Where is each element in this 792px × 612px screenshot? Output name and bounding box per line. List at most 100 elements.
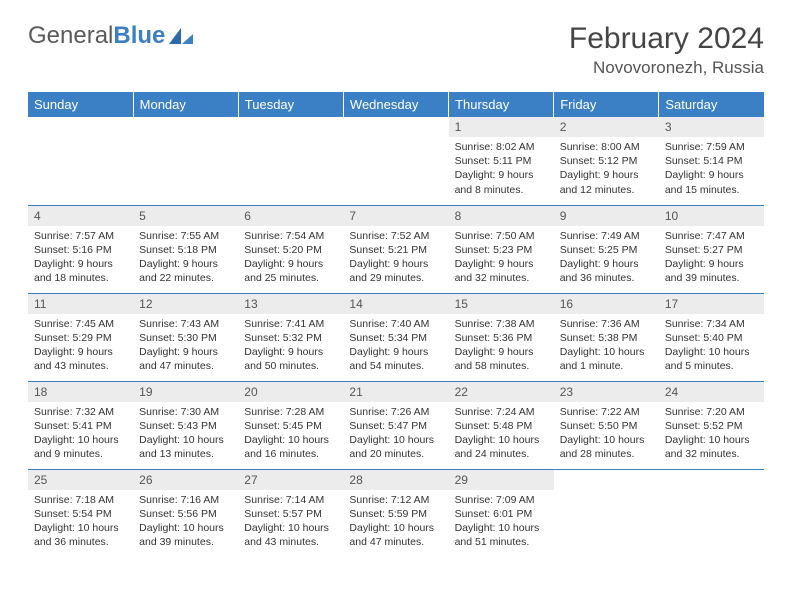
sunrise-line: Sunrise: 7:09 AM [455,493,548,507]
calendar-cell: 3Sunrise: 7:59 AMSunset: 5:14 PMDaylight… [659,117,764,205]
day-details: Sunrise: 7:28 AMSunset: 5:45 PMDaylight:… [238,402,343,466]
day-details: Sunrise: 7:22 AMSunset: 5:50 PMDaylight:… [554,402,659,466]
day-details: Sunrise: 7:16 AMSunset: 5:56 PMDaylight:… [133,490,238,554]
day-number: 17 [659,294,764,314]
calendar-cell: 29Sunrise: 7:09 AMSunset: 6:01 PMDayligh… [449,469,554,557]
day-number: 3 [659,117,764,137]
sunrise-line: Sunrise: 7:22 AM [560,405,653,419]
calendar-cell [133,117,238,205]
day-details: Sunrise: 7:52 AMSunset: 5:21 PMDaylight:… [343,226,448,290]
calendar-cell: 11Sunrise: 7:45 AMSunset: 5:29 PMDayligh… [28,293,133,381]
sunrise-line: Sunrise: 8:02 AM [455,140,548,154]
sunset-line: Sunset: 5:45 PM [244,419,337,433]
day-details: Sunrise: 7:38 AMSunset: 5:36 PMDaylight:… [449,314,554,378]
sunrise-line: Sunrise: 7:18 AM [34,493,127,507]
daylight-line: Daylight: 10 hours and 43 minutes. [244,521,337,549]
calendar-cell: 6Sunrise: 7:54 AMSunset: 5:20 PMDaylight… [238,205,343,293]
sunset-line: Sunset: 5:38 PM [560,331,653,345]
sunrise-line: Sunrise: 7:28 AM [244,405,337,419]
calendar-cell: 16Sunrise: 7:36 AMSunset: 5:38 PMDayligh… [554,293,659,381]
day-number: 29 [449,470,554,490]
day-details: Sunrise: 7:18 AMSunset: 5:54 PMDaylight:… [28,490,133,554]
day-number: 15 [449,294,554,314]
sunset-line: Sunset: 5:14 PM [665,154,758,168]
sunrise-line: Sunrise: 7:49 AM [560,229,653,243]
calendar-cell: 5 Sunrise: 7:55 AMSunset: 5:18 PMDaylight… [133,205,238,293]
calendar-cell: 7Sunrise: 7:52 AMSunset: 5:21 PMDaylight… [343,205,448,293]
sunrise-line: Sunrise: 7:59 AM [665,140,758,154]
day-details: Sunrise: 7:20 AMSunset: 5:52 PMDaylight:… [659,402,764,466]
sunset-line: Sunset: 5:12 PM [560,154,653,168]
sunrise-line: Sunrise: 7:47 AM [665,229,758,243]
daylight-line: Daylight: 10 hours and 39 minutes. [139,521,232,549]
calendar-cell [659,469,764,557]
sunrise-line: Sunrise: 7:57 AM [34,229,127,243]
sunset-line: Sunset: 6:01 PM [455,507,548,521]
daylight-line: Daylight: 9 hours and 47 minutes. [139,345,232,373]
day-number: 7 [343,206,448,226]
sunrise-line: Sunrise: 7:36 AM [560,317,653,331]
calendar-cell: 22Sunrise: 7:24 AMSunset: 5:48 PMDayligh… [449,381,554,469]
day-number: 9 [554,206,659,226]
sunset-line: Sunset: 5:40 PM [665,331,758,345]
sunrise-line: Sunrise: 7:43 AM [139,317,232,331]
day-number: 10 [659,206,764,226]
sunrise-line: Sunrise: 7:55 AM [139,229,232,243]
daylight-line: Daylight: 9 hours and 22 minutes. [139,257,232,285]
logo-sail-icon [167,26,195,46]
sunrise-line: Sunrise: 7:14 AM [244,493,337,507]
sunset-line: Sunset: 5:21 PM [349,243,442,257]
day-details: Sunrise: 7:09 AMSunset: 6:01 PMDaylight:… [449,490,554,554]
sunrise-line: Sunrise: 7:40 AM [349,317,442,331]
sunset-line: Sunset: 5:16 PM [34,243,127,257]
daylight-line: Daylight: 10 hours and 1 minute. [560,345,653,373]
daylight-line: Daylight: 10 hours and 24 minutes. [455,433,548,461]
sunrise-line: Sunrise: 7:24 AM [455,405,548,419]
sunrise-line: Sunrise: 7:12 AM [349,493,442,507]
weekday-header: Thursday [449,92,554,117]
daylight-line: Daylight: 10 hours and 13 minutes. [139,433,232,461]
calendar-cell [238,117,343,205]
sunset-line: Sunset: 5:47 PM [349,419,442,433]
daylight-line: Daylight: 9 hours and 43 minutes. [34,345,127,373]
day-details: Sunrise: 7:41 AMSunset: 5:32 PMDaylight:… [238,314,343,378]
sunrise-line: Sunrise: 7:52 AM [349,229,442,243]
day-details: Sunrise: 7:24 AMSunset: 5:48 PMDaylight:… [449,402,554,466]
day-number: 20 [238,382,343,402]
daylight-line: Daylight: 10 hours and 36 minutes. [34,521,127,549]
day-details: Sunrise: 7:43 AMSunset: 5:30 PMDaylight:… [133,314,238,378]
sunrise-line: Sunrise: 7:16 AM [139,493,232,507]
day-number: 11 [28,294,133,314]
month-title: February 2024 [569,22,764,56]
daylight-line: Daylight: 9 hours and 50 minutes. [244,345,337,373]
sunset-line: Sunset: 5:57 PM [244,507,337,521]
sunset-line: Sunset: 5:18 PM [139,243,232,257]
daylight-line: Daylight: 9 hours and 58 minutes. [455,345,548,373]
daylight-line: Daylight: 9 hours and 32 minutes. [455,257,548,285]
day-details: Sunrise: 7:54 AMSunset: 5:20 PMDaylight:… [238,226,343,290]
calendar-cell: 21Sunrise: 7:26 AMSunset: 5:47 PMDayligh… [343,381,448,469]
day-number: 5 [133,206,238,226]
daylight-line: Daylight: 9 hours and 12 minutes. [560,168,653,196]
day-number: 13 [238,294,343,314]
sunset-line: Sunset: 5:52 PM [665,419,758,433]
calendar-cell [28,117,133,205]
weekday-header: Saturday [659,92,764,117]
calendar-week-row: 1Sunrise: 8:02 AMSunset: 5:11 PMDaylight… [28,117,764,205]
sunset-line: Sunset: 5:25 PM [560,243,653,257]
day-number: 12 [133,294,238,314]
daylight-line: Daylight: 10 hours and 5 minutes. [665,345,758,373]
sunset-line: Sunset: 5:59 PM [349,507,442,521]
calendar-week-row: 4Sunrise: 7:57 AMSunset: 5:16 PMDaylight… [28,205,764,293]
daylight-line: Daylight: 9 hours and 25 minutes. [244,257,337,285]
weekday-header: Wednesday [343,92,448,117]
location: Novovoronezh, Russia [569,58,764,78]
day-details: Sunrise: 8:02 AMSunset: 5:11 PMDaylight:… [449,137,554,201]
day-details: Sunrise: 7:50 AMSunset: 5:23 PMDaylight:… [449,226,554,290]
sunset-line: Sunset: 5:36 PM [455,331,548,345]
header: GeneralBlue February 2024 Novovoronezh, … [28,22,764,78]
sunrise-line: Sunrise: 7:45 AM [34,317,127,331]
day-details: Sunrise: 7:14 AMSunset: 5:57 PMDaylight:… [238,490,343,554]
sunset-line: Sunset: 5:56 PM [139,507,232,521]
calendar-cell: 4Sunrise: 7:57 AMSunset: 5:16 PMDaylight… [28,205,133,293]
